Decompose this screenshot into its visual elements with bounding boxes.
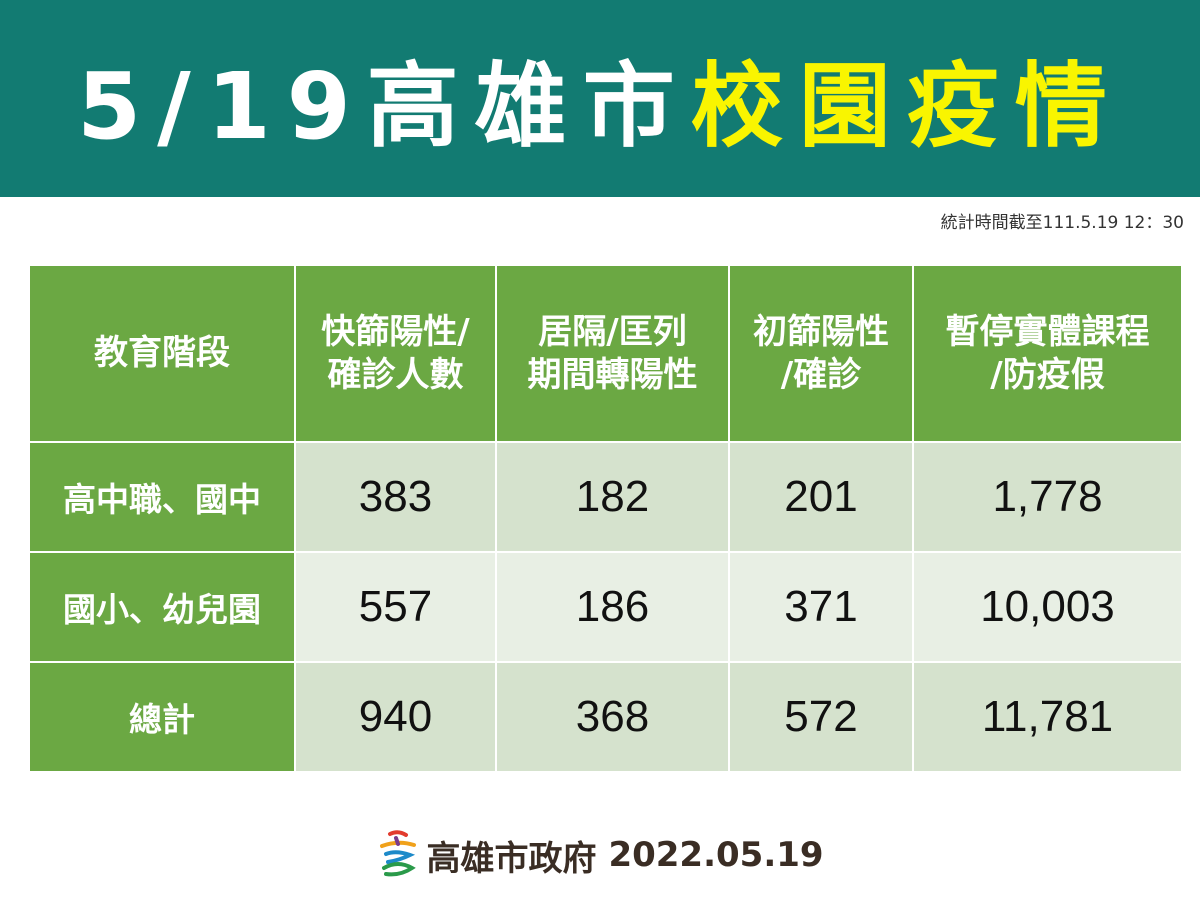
header-rapid-test-positive: 快篩陽性/確診人數 [296,266,495,441]
table-cell: 186 [497,553,728,661]
header-class-suspension: 暫停實體課程/防疫假 [914,266,1181,441]
page-title: 5/19高雄市 校園疫情 [0,0,1200,197]
title-topic: 校園疫情 [690,53,1123,160]
header-line: 居隔/匡列 [538,312,687,352]
table-cell: 182 [497,443,728,551]
school-epidemic-table: 教育階段 快篩陽性/確診人數 居隔/匡列 期間轉陽性 初篩陽性/確診 暫停實體課程… [30,266,1181,771]
footer: 高雄市政府 2022.05.19 [0,820,1200,890]
table-cell: 11,781 [914,663,1181,771]
header-line: 教育階段 [94,333,230,374]
header-line: 期間轉陽性 [527,354,698,395]
header-quarantine-positive: 居隔/匡列 期間轉陽性 [497,266,728,441]
row-label-elementary-kindergarten: 國小、幼兒園 [30,553,294,661]
table-cell: 572 [730,663,912,771]
row-label-high-junior: 高中職、國中 [30,443,294,551]
header-education-level: 教育階段 [30,266,294,441]
header-line: 暫停實體課程 [945,312,1150,352]
header-line: 初篩陽性 [753,312,889,352]
table-cell: 557 [296,553,495,661]
table-cell: 383 [296,443,495,551]
header-line: 確診人數 [327,354,464,395]
table-cell: 940 [296,663,495,771]
table-cell: 371 [730,553,912,661]
header-line: /防疫假 [990,354,1105,395]
header-line: /確診 [780,354,862,395]
table-cell: 10,003 [914,553,1181,661]
header-line: 快篩陽性/ [321,312,470,352]
title-date-city: 5/19高雄市 [77,53,691,160]
footer-org: 高雄市政府 [426,838,597,879]
row-label-total: 總計 [30,663,294,771]
table-cell: 201 [730,443,912,551]
statistics-timestamp: 統計時間截至111.5.19 12：30 [940,213,1184,233]
table-cell: 368 [497,663,728,771]
table-cell: 1,778 [914,443,1181,551]
header-initial-screening-positive: 初篩陽性/確診 [730,266,912,441]
title-banner: 5/19高雄市 校園疫情 [0,0,1200,197]
kaohsiung-city-logo-icon [380,830,417,877]
footer-date: 2022.05.19 [608,835,824,875]
